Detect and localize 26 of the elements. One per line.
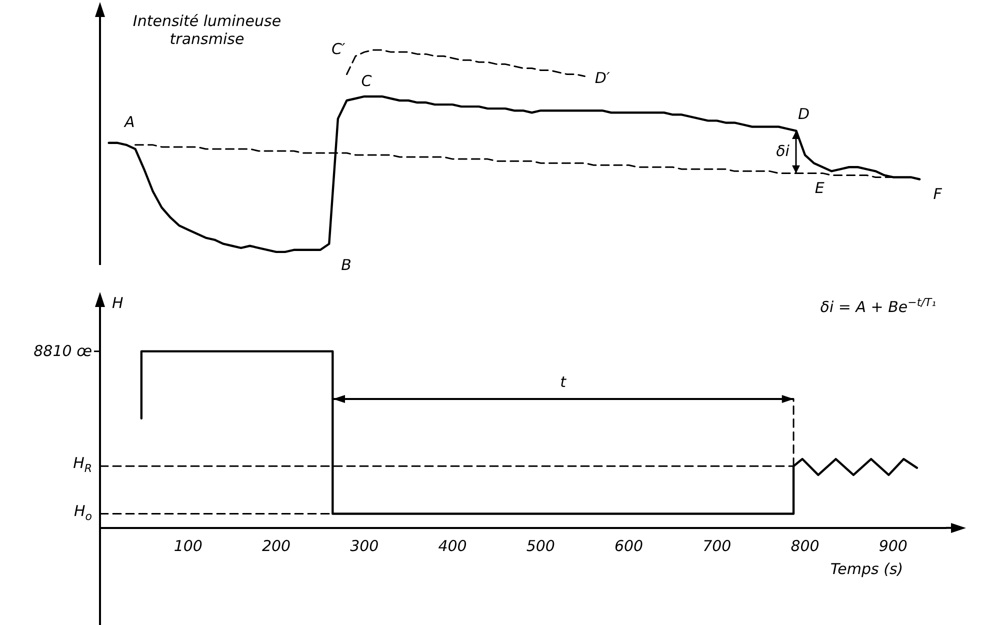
- text: 8810 œ: [34, 342, 92, 360]
- x-tick-label: 100: [174, 536, 202, 555]
- x-tick-label: 500: [526, 536, 555, 555]
- y-axis-title: H: [112, 294, 124, 312]
- x-tick-label: 700: [702, 536, 732, 555]
- annotation: C: [361, 72, 372, 90]
- y-axis-title: Intensité lumineuse transmise: [132, 12, 282, 48]
- x-axis-title: Temps (s): [830, 560, 904, 578]
- x-tick-label: 200: [262, 536, 291, 555]
- text: B: [341, 256, 352, 274]
- x-tick-label: 800: [790, 536, 820, 555]
- x-tick-label: 600: [614, 536, 644, 555]
- x-tick-label: 300: [350, 536, 379, 555]
- annotation: H$_{o}$: [74, 502, 92, 525]
- annotation: E: [814, 179, 824, 198]
- x-tick-label: 400: [438, 536, 467, 555]
- text: δi = A + Be$^{−t/T₁}$: [820, 295, 936, 316]
- annotation: H$_{R}$: [73, 454, 92, 478]
- annotation: A: [124, 112, 135, 131]
- annotation: D: [798, 104, 810, 123]
- annotation: δi: [776, 142, 790, 160]
- x-tick-label: 900: [878, 536, 908, 555]
- annotation: t: [560, 372, 566, 391]
- annotation: D′: [594, 69, 610, 88]
- annotation: F: [933, 185, 942, 204]
- annotation: C′: [331, 40, 346, 58]
